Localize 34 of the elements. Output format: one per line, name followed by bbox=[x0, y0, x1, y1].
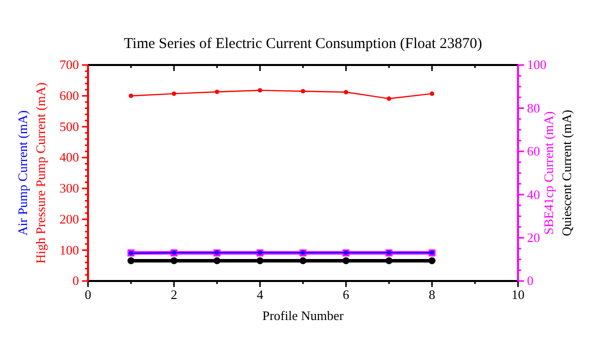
x-tick-label: 10 bbox=[512, 287, 524, 302]
chart-title: Time Series of Electric Current Consumption (Float 23870) bbox=[124, 36, 482, 52]
y-tick-label: 100 bbox=[60, 242, 79, 258]
point bbox=[128, 94, 134, 98]
point bbox=[214, 90, 220, 94]
x-axis-title: Profile Number bbox=[262, 308, 344, 323]
x-tick-label: 6 bbox=[342, 287, 350, 302]
y-tick-label: 500 bbox=[60, 118, 79, 134]
text: High Pressure Pump Current (mA) bbox=[33, 82, 48, 264]
point bbox=[258, 88, 262, 93]
y2-tick-label: 20 bbox=[527, 230, 540, 245]
x-tick-label: 2 bbox=[170, 287, 178, 302]
legend-label: SBE41cp Current (mA) bbox=[541, 111, 556, 235]
y2-tick-label: 0 bbox=[527, 273, 534, 288]
y-tick-label: 300 bbox=[60, 180, 79, 196]
point bbox=[172, 91, 176, 96]
y-tick-label: 0 bbox=[72, 273, 79, 288]
point bbox=[344, 90, 348, 94]
y-tick-label: 400 bbox=[60, 150, 79, 165]
point bbox=[430, 91, 434, 96]
y2-tick-label: 80 bbox=[527, 100, 540, 116]
point bbox=[300, 89, 306, 94]
text: Air Pump Current (mA) bbox=[15, 110, 30, 236]
y2-tick-label: 60 bbox=[527, 144, 540, 159]
y-tick-label: 600 bbox=[60, 88, 79, 104]
text: Quiescent Current (mA) bbox=[559, 110, 574, 236]
x-tick-label: 4 bbox=[256, 287, 264, 302]
y-tick-label: 700 bbox=[60, 57, 79, 72]
x-tick-label: 0 bbox=[84, 287, 92, 302]
y-tick-label: 200 bbox=[60, 211, 79, 226]
y2-tick-label: 100 bbox=[527, 57, 546, 72]
x-tick-label: 8 bbox=[428, 287, 436, 302]
y2-tick-label: 40 bbox=[527, 186, 540, 202]
point bbox=[386, 96, 392, 101]
